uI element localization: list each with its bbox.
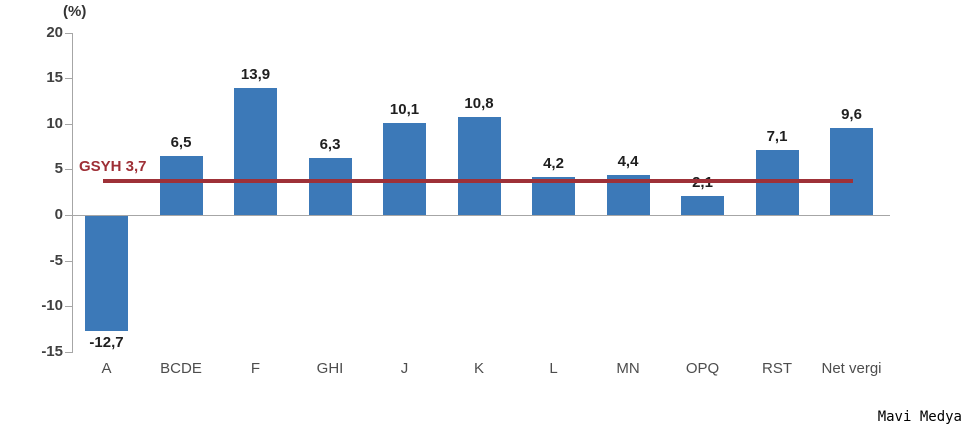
bar-F: [234, 88, 277, 215]
y-axis-tick-label: 20: [46, 23, 63, 41]
y-axis-tick: [65, 215, 72, 216]
bar-J: [383, 122, 426, 215]
bar-value-label: 9,6: [841, 105, 862, 123]
bar-value-label: 7,1: [766, 128, 788, 146]
x-axis-zero-line: [72, 215, 890, 216]
x-axis-category-label: BCDE: [160, 360, 202, 377]
bar-value-label: 6,3: [319, 135, 341, 153]
bar-value-label: 4,4: [617, 152, 639, 170]
x-axis-category-label: OPQ: [685, 360, 720, 377]
x-axis-category-label: RST: [762, 360, 792, 377]
bar-GHI: [308, 157, 352, 215]
y-axis-tick-label: -5: [49, 251, 63, 269]
x-axis-category-label: L: [549, 360, 558, 377]
reference-line: [103, 179, 853, 184]
bar-value-label: 6,5: [170, 133, 192, 151]
bar-K: [457, 116, 501, 215]
y-axis-tick: [65, 306, 72, 308]
y-axis-tick: [65, 260, 72, 262]
x-axis-category-label: K: [473, 360, 484, 377]
y-axis-tick: [65, 169, 72, 171]
x-axis-category-label: MN: [616, 360, 640, 377]
y-axis-tick: [65, 351, 72, 353]
bar-value-label: 13,9: [240, 66, 271, 84]
bar-A: [85, 215, 128, 331]
y-axis-tick: [65, 32, 72, 34]
y-axis-tick-label: 15: [46, 69, 63, 87]
x-axis-category-label: F: [250, 360, 261, 377]
x-axis-category-label: A: [101, 360, 112, 377]
y-axis-tick-label: -10: [41, 297, 63, 315]
y-axis-tick: [65, 78, 72, 80]
y-axis-unit-label: (%): [63, 3, 87, 20]
bar-BCDE: [159, 155, 203, 215]
bar-value-label: 10,8: [464, 94, 494, 112]
x-axis-category-label: J: [400, 360, 409, 377]
y-axis-tick-label: -15: [41, 342, 63, 360]
watermark-text: Mavi Medya: [877, 409, 962, 425]
bar-value-label: 4,2: [543, 154, 564, 172]
y-axis-line: [72, 32, 73, 353]
bar-Net vergi: [830, 127, 873, 215]
y-axis-tick-label: 0: [54, 206, 63, 223]
bar-OPQ: [681, 195, 724, 215]
y-axis-tick-label: 5: [54, 160, 63, 178]
bar-value-label: 10,1: [389, 100, 420, 118]
bar-value-label: -12,7: [89, 333, 124, 351]
y-axis-tick: [65, 123, 72, 125]
x-axis-category-label: GHI: [316, 360, 344, 377]
y-axis-tick-label: 10: [46, 114, 63, 132]
reference-line-label: GSYH 3,7: [79, 158, 147, 175]
x-axis-category-label: Net vergi: [821, 360, 882, 377]
